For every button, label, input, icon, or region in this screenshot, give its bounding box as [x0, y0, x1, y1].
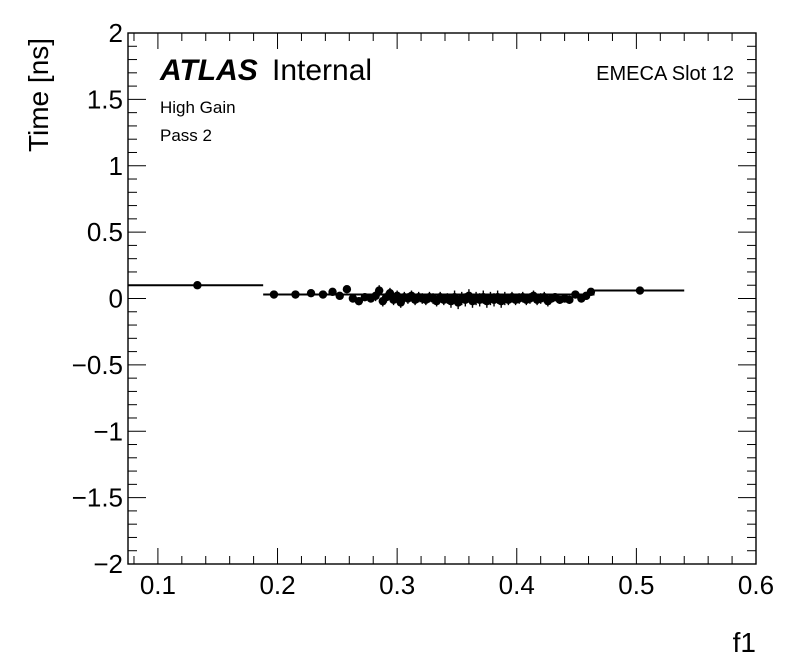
fit-lines	[128, 284, 685, 296]
internal-label: Internal	[272, 54, 372, 87]
data-point	[354, 296, 364, 306]
data-point	[635, 286, 645, 295]
data-point	[342, 285, 352, 294]
y-tick-label: −1	[93, 416, 123, 446]
y-tick-label: −0.5	[72, 350, 123, 380]
data-point	[328, 287, 337, 297]
data-points	[193, 281, 645, 310]
data-point	[565, 295, 574, 305]
y-tick-label: 1	[109, 151, 123, 181]
x-tick-label: 0.2	[259, 570, 295, 600]
axis-ticks	[128, 32, 757, 565]
x-tick-labels: 0.1 0.2 0.3 0.4 0.5 0.6	[140, 570, 774, 600]
x-tick-label: 0.5	[618, 570, 654, 600]
y-tick-label: 1.5	[87, 84, 123, 114]
x-tick-label: 0.3	[379, 570, 415, 600]
y-tick-labels: 2 1.5 1 0.5 0 −0.5 −1 −1.5 −2	[72, 18, 123, 579]
data-point	[269, 290, 279, 299]
data-point	[318, 290, 328, 299]
data-point	[392, 291, 402, 301]
data-point	[385, 288, 395, 298]
data-point	[375, 286, 384, 295]
x-tick-label: 0.4	[499, 570, 535, 600]
y-tick-label: 0	[109, 284, 123, 314]
data-point	[335, 291, 344, 301]
data-point	[571, 290, 580, 299]
data-point	[306, 288, 316, 298]
pass-label: Pass 2	[160, 126, 212, 145]
x-tick-label: 0.6	[738, 570, 774, 600]
y-axis-title: Time [ns]	[23, 38, 54, 152]
y-tick-label: −2	[93, 549, 123, 579]
data-point	[291, 290, 300, 299]
slot-label: EMECA Slot 12	[596, 63, 734, 85]
data-point	[193, 281, 202, 290]
y-tick-label: −1.5	[72, 483, 123, 513]
x-axis-title: f1	[733, 627, 756, 658]
atlas-label: ATLAS	[159, 54, 258, 87]
y-tick-label: 0.5	[87, 217, 123, 247]
data-point	[586, 287, 596, 297]
gain-label: High Gain	[160, 98, 236, 117]
x-tick-label: 0.1	[140, 570, 176, 600]
y-tick-label: 2	[109, 18, 123, 48]
